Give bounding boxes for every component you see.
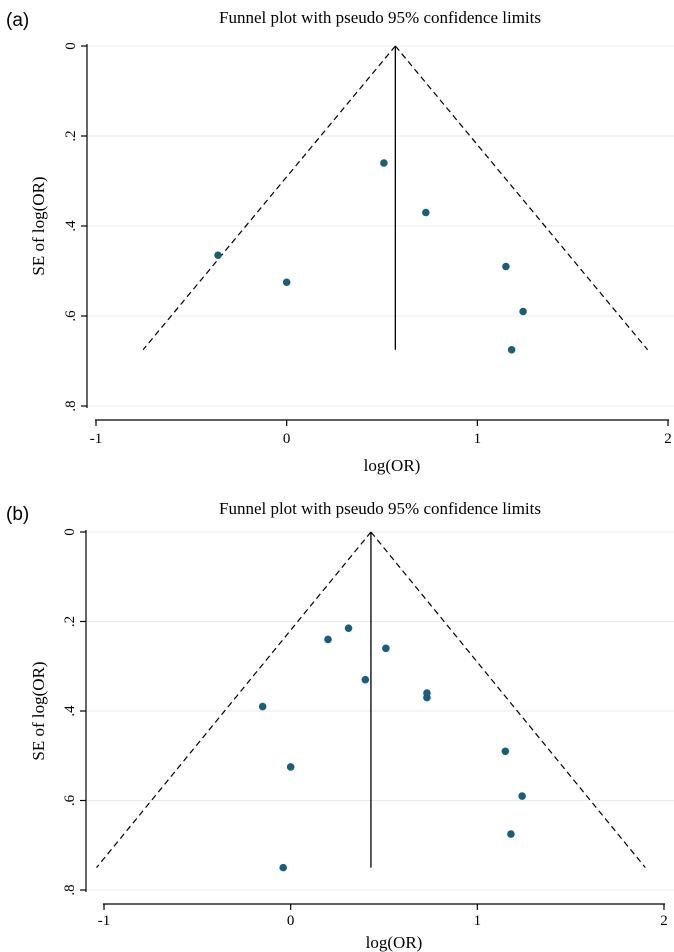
upper-confidence-limit: [394, 45, 649, 351]
study-point: [501, 747, 510, 756]
y-tick-label: .2: [63, 130, 79, 141]
study-point: [324, 635, 332, 644]
y-tick-label: .6: [63, 310, 79, 322]
lower-confidence-limit: [142, 45, 396, 351]
study-point: [518, 792, 526, 800]
study-point: [282, 278, 291, 287]
panel-label: (b): [6, 504, 29, 525]
y-tick-label: 0: [63, 42, 79, 50]
x-tick-label: 0: [283, 431, 291, 447]
study-point: [507, 830, 515, 838]
x-axis-label: log(OR): [366, 933, 423, 952]
chart-title: Funnel plot with pseudo 95% confidence l…: [219, 499, 541, 518]
x-tick-label: 1: [474, 913, 482, 929]
x-axis-label: log(OR): [364, 456, 421, 475]
study-point: [502, 262, 510, 271]
study-point: [286, 763, 295, 771]
study-point: [361, 675, 370, 684]
y-axis-label: SE of log(OR): [29, 661, 48, 760]
lower-confidence-limit: [96, 531, 372, 869]
study-point: [258, 702, 267, 711]
study-point: [422, 208, 430, 217]
y-tick-label: .8: [62, 884, 78, 895]
y-tick-label: .2: [62, 616, 78, 627]
x-tick-label: -1: [98, 913, 111, 929]
y-tick-label: .4: [63, 220, 79, 232]
x-tick-label: -1: [90, 431, 103, 447]
study-point: [507, 345, 516, 354]
study-point: [214, 251, 222, 260]
study-point: [519, 307, 527, 316]
x-tick-label: 1: [474, 431, 482, 447]
x-tick-label: 2: [664, 431, 672, 447]
study-point: [423, 693, 431, 702]
study-point: [380, 159, 388, 167]
y-tick-label: .8: [63, 400, 79, 411]
upper-confidence-limit: [370, 531, 646, 869]
y-tick-label: .6: [62, 794, 78, 806]
study-point: [279, 863, 288, 872]
study-point: [344, 624, 353, 633]
funnel-panel-a: (a) Funnel plot with pseudo 95% confidenc…: [6, 8, 674, 475]
x-tick-label: 0: [287, 913, 295, 929]
funnel-panel-b: (b) Funnel plot with pseudo 95% confidenc…: [6, 499, 674, 952]
study-point: [382, 644, 390, 653]
y-tick-label: 0: [62, 528, 78, 536]
y-tick-label: .4: [62, 705, 78, 717]
chart-title: Funnel plot with pseudo 95% confidence l…: [219, 8, 541, 27]
x-tick-label: 2: [660, 913, 668, 929]
y-axis-label: SE of log(OR): [29, 176, 48, 275]
panel-label: (a): [6, 10, 29, 31]
